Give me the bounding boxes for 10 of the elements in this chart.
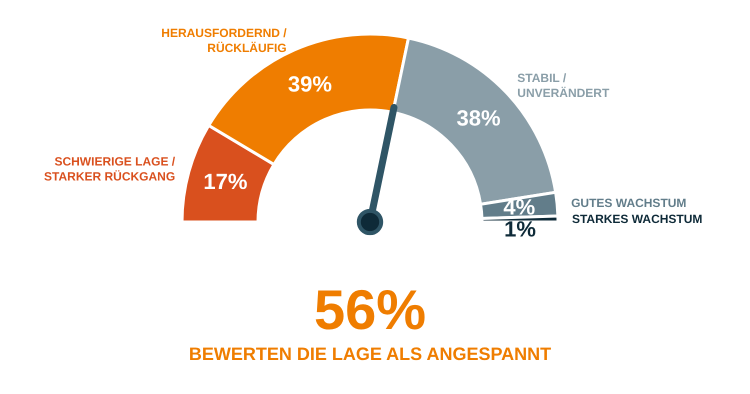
data-label: 39% xyxy=(288,72,332,97)
data-label: 17% xyxy=(203,169,248,194)
text: BEWERTEN DIE LAGE ALS ANGESPANNT xyxy=(188,344,552,364)
slice-label: STABIL / UNVERÄNDERT xyxy=(517,70,610,100)
data-label: 38% xyxy=(456,105,501,130)
slice-label: HERAUSFORDERND / RÜCKLÄUFIG xyxy=(161,26,288,56)
slice-label: STARKES WACHSTUM xyxy=(572,212,702,226)
slice-label: SCHWIERIGE LAGE / STARKER RÜCKGANG xyxy=(44,154,176,184)
text: 56% xyxy=(314,278,426,341)
slice-label: GUTES WACHSTUM xyxy=(571,196,686,210)
